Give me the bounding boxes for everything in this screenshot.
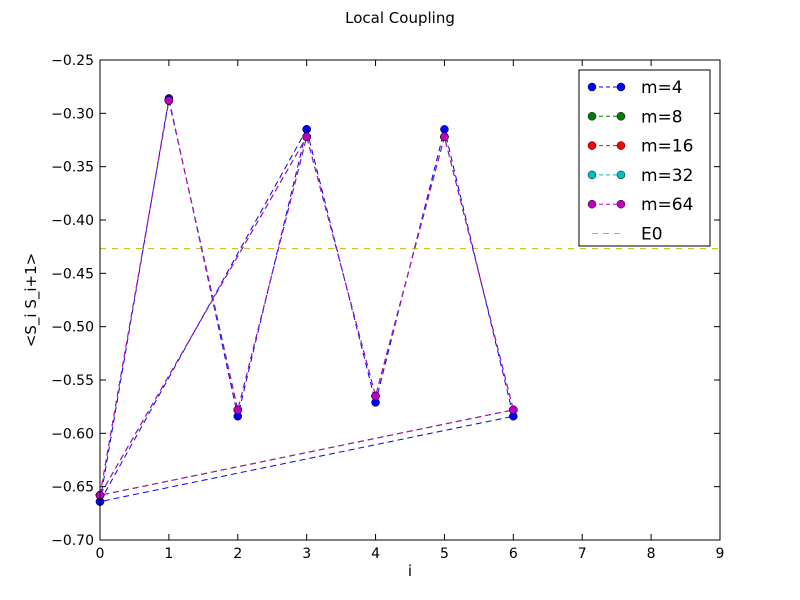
legend-marker xyxy=(587,141,597,150)
y-tick-label: −0.30 xyxy=(51,106,94,122)
y-axis-label: <S_i S_i+1> xyxy=(22,253,41,347)
data-point xyxy=(371,391,380,401)
y-tick-label: −0.35 xyxy=(51,160,94,176)
legend-marker xyxy=(616,141,626,150)
legend-marker xyxy=(616,112,626,121)
x-tick-label: 5 xyxy=(440,546,449,562)
y-tick-label: −0.70 xyxy=(51,533,94,549)
data-point xyxy=(164,96,174,105)
legend-marker xyxy=(616,82,626,92)
x-tick-label: 6 xyxy=(509,546,518,562)
plot-frame xyxy=(99,59,721,541)
y-tick-label: −0.65 xyxy=(51,480,94,496)
y-tick-label: −0.45 xyxy=(51,266,94,282)
legend-box xyxy=(578,69,711,247)
x-axis: 0 1 2 3 4 5 6 7 8 9 xyxy=(96,60,725,562)
legend-entry: m=16 xyxy=(587,137,693,157)
legend-label: m=16 xyxy=(641,137,693,157)
data-point xyxy=(509,405,518,415)
legend: m=4 m=8 m=16 m=32 m=64 E0 xyxy=(578,69,711,247)
legend-label: E0 xyxy=(641,225,663,245)
legend-label: m=32 xyxy=(641,166,693,186)
legend-label: m=4 xyxy=(641,78,683,98)
y-tick-label: −0.40 xyxy=(51,213,94,229)
data-point xyxy=(440,132,449,142)
legend-label: m=8 xyxy=(641,107,683,127)
x-tick-label: 8 xyxy=(647,546,656,562)
legend-marker xyxy=(616,170,626,180)
x-tick-label: 3 xyxy=(302,546,311,562)
data-point xyxy=(302,132,311,142)
x-tick-label: 7 xyxy=(578,546,587,562)
x-axis-label: i xyxy=(408,562,412,580)
legend-entry: m=8 xyxy=(587,107,683,127)
legend-entry: m=64 xyxy=(587,195,693,215)
y-axis: −0.70 −0.65 −0.60 −0.55 −0.50 −0.45 −0.40 −0.35… xyxy=(51,53,720,549)
y-tick-label: −0.25 xyxy=(51,53,94,69)
legend-entry: E0 xyxy=(592,225,663,245)
y-tick-label: −0.50 xyxy=(51,320,94,336)
data-point xyxy=(233,405,243,415)
legend-marker xyxy=(616,199,626,209)
legend-entry: m=32 xyxy=(587,166,693,186)
data-point xyxy=(440,125,449,134)
legend-marker xyxy=(587,199,597,209)
x-tick-label: 0 xyxy=(96,546,105,562)
legend-label: m=64 xyxy=(641,195,693,215)
x-tick-label: 1 xyxy=(164,546,173,562)
legend-marker xyxy=(587,112,597,121)
y-tick-label: −0.55 xyxy=(51,373,94,389)
legend-entry: m=4 xyxy=(587,78,683,98)
data-point xyxy=(302,125,311,134)
chart-title: Local Coupling xyxy=(345,9,455,27)
legend-marker xyxy=(587,170,597,180)
legend-marker xyxy=(587,82,597,92)
x-tick-label: 4 xyxy=(371,546,380,562)
x-tick-label: 2 xyxy=(233,546,242,562)
series-layer xyxy=(95,94,518,506)
x-tick-label: 9 xyxy=(716,546,725,562)
y-tick-label: −0.60 xyxy=(51,426,94,442)
